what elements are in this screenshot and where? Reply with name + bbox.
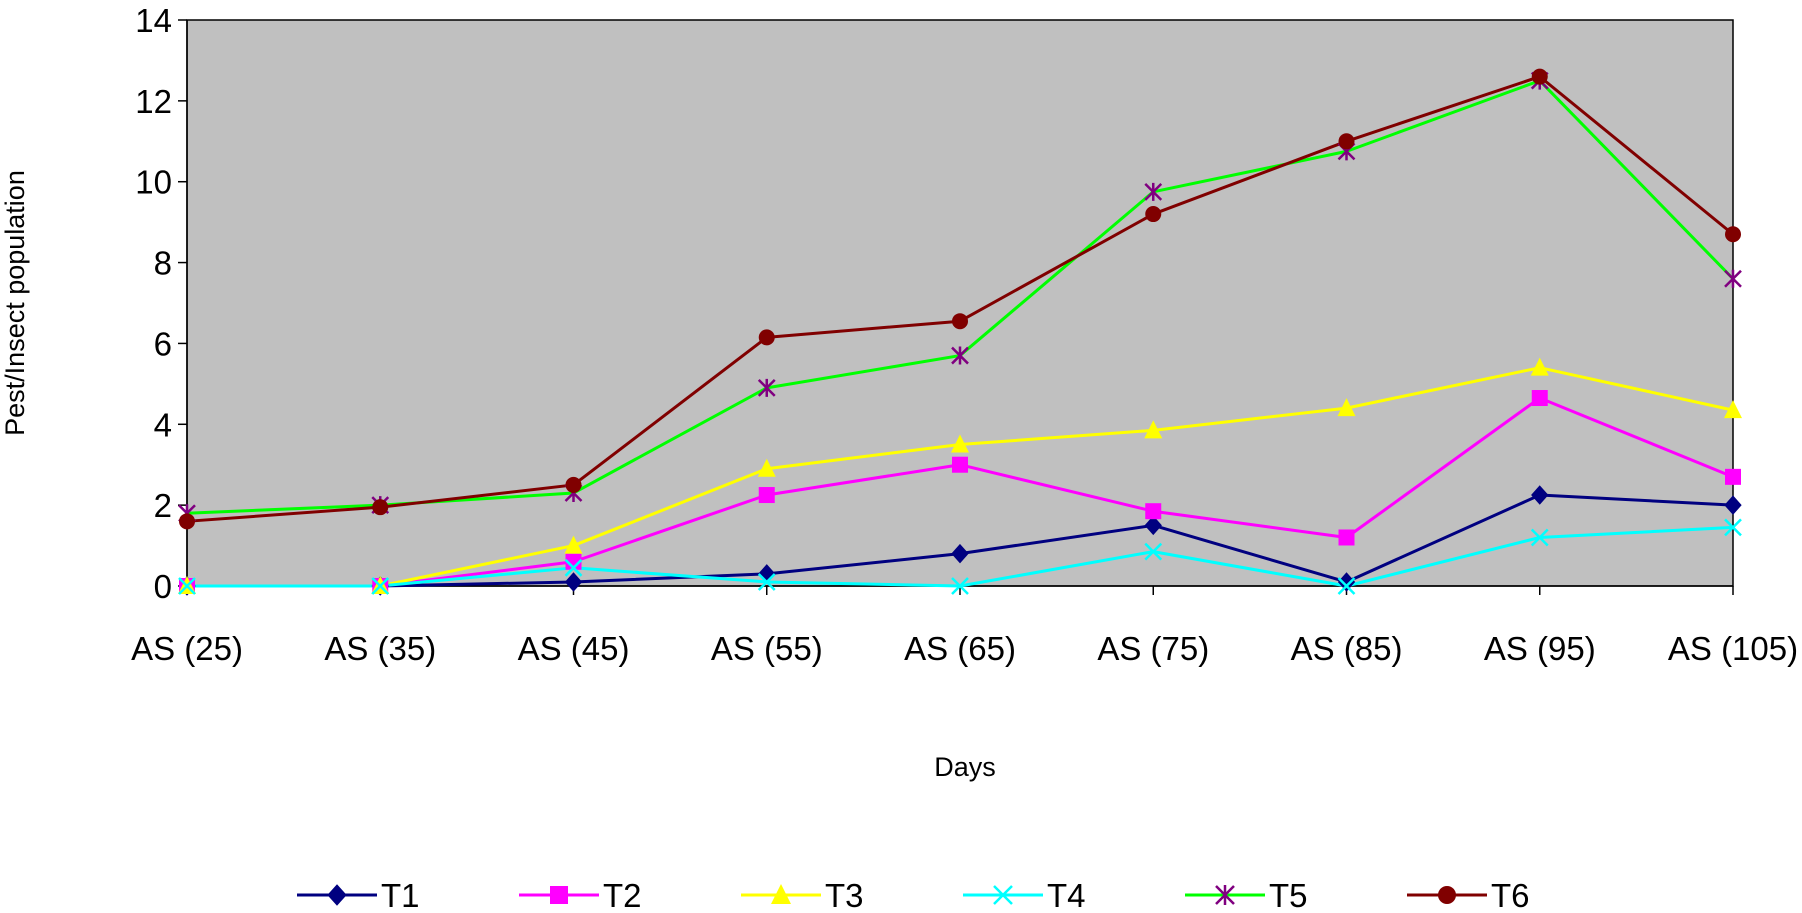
data-point bbox=[178, 577, 196, 595]
data-point bbox=[771, 884, 791, 904]
data-point bbox=[1145, 206, 1162, 223]
legend-item-t3: T3 bbox=[741, 877, 864, 913]
data-point bbox=[1724, 495, 1742, 515]
x-tick-label: AS (65) bbox=[904, 630, 1016, 667]
y-axis-title: Pest/Insect population bbox=[0, 170, 30, 436]
data-point bbox=[1530, 357, 1549, 376]
x-tick-label: AS (105) bbox=[1668, 630, 1798, 667]
data-point bbox=[564, 572, 583, 592]
y-tick-label: 2 bbox=[154, 487, 172, 524]
y-tick-label: 12 bbox=[135, 83, 172, 120]
data-point bbox=[1724, 269, 1742, 288]
data-point bbox=[1531, 68, 1548, 85]
data-point bbox=[952, 313, 968, 330]
legend-label: T6 bbox=[1491, 877, 1530, 913]
data-point bbox=[757, 573, 776, 591]
legend-label: T5 bbox=[1269, 877, 1308, 913]
data-point bbox=[371, 577, 390, 595]
data-point bbox=[1145, 503, 1162, 520]
legend-item-t6: T6 bbox=[1407, 877, 1530, 913]
y-tick-label: 8 bbox=[154, 245, 172, 282]
data-point bbox=[1531, 390, 1548, 407]
data-point bbox=[564, 535, 583, 554]
legend: T1 T2 T3 T4 T5 T6 bbox=[297, 877, 1530, 913]
y-tick-label: 6 bbox=[154, 325, 172, 362]
data-point bbox=[1144, 182, 1163, 201]
x-tick-label: AS (35) bbox=[324, 630, 436, 667]
legend-label: T2 bbox=[603, 877, 642, 913]
data-point bbox=[1530, 528, 1549, 547]
legend-label: T1 bbox=[381, 877, 420, 913]
data-point bbox=[565, 476, 582, 493]
data-point bbox=[1725, 468, 1741, 485]
data-point bbox=[550, 886, 568, 904]
data-point bbox=[372, 499, 389, 516]
data-point bbox=[993, 885, 1013, 905]
legend-label: T3 bbox=[825, 877, 864, 913]
x-tick-label: AS (85) bbox=[1291, 630, 1403, 667]
data-point bbox=[951, 434, 969, 453]
data-point bbox=[1215, 885, 1235, 905]
x-tick-label: AS (45) bbox=[518, 630, 630, 667]
data-point bbox=[1144, 420, 1163, 439]
data-point bbox=[1337, 577, 1356, 595]
data-point bbox=[1531, 485, 1549, 505]
data-point bbox=[1725, 226, 1741, 243]
legend-label: T4 bbox=[1047, 877, 1086, 913]
data-point bbox=[758, 329, 775, 346]
legend-item-t5: T5 bbox=[1185, 877, 1308, 913]
data-point bbox=[564, 558, 583, 577]
legend-item-t4: T4 bbox=[963, 877, 1086, 913]
x-axis-title: Days bbox=[934, 752, 996, 782]
plot-area bbox=[186, 19, 1734, 587]
data-point bbox=[1438, 886, 1456, 904]
data-point bbox=[1338, 529, 1355, 546]
data-point bbox=[757, 378, 776, 397]
data-point bbox=[952, 456, 968, 473]
data-point bbox=[565, 553, 582, 570]
y-tick-label: 0 bbox=[154, 568, 172, 605]
data-point bbox=[1144, 542, 1163, 561]
x-tick-label: AS (25) bbox=[131, 630, 243, 667]
y-tick-label: 4 bbox=[154, 406, 172, 443]
data-point bbox=[1337, 398, 1356, 417]
y-tick-label: 14 bbox=[135, 2, 172, 39]
y-axis: 0 2 4 6 8 10 12 14 bbox=[135, 2, 188, 605]
legend-item-t2: T2 bbox=[519, 877, 642, 913]
data-point bbox=[1724, 518, 1742, 537]
legend-item-t1: T1 bbox=[297, 877, 420, 913]
data-point bbox=[951, 543, 969, 564]
x-axis: AS (25) AS (35) AS (45) AS (55) AS (65) AS (7… bbox=[131, 585, 1798, 667]
data-point bbox=[179, 513, 195, 530]
data-point bbox=[1338, 133, 1355, 150]
data-point bbox=[757, 458, 776, 477]
x-tick-label: AS (75) bbox=[1097, 630, 1209, 667]
data-point bbox=[1724, 400, 1742, 419]
data-point bbox=[1144, 515, 1162, 536]
data-point bbox=[758, 487, 775, 504]
x-tick-label: AS (95) bbox=[1484, 630, 1596, 667]
data-point bbox=[327, 884, 347, 906]
x-tick-label: AS (55) bbox=[711, 630, 823, 667]
data-point bbox=[951, 346, 969, 365]
y-tick-label: 10 bbox=[135, 164, 172, 201]
data-point bbox=[951, 577, 969, 595]
series-markers bbox=[178, 68, 1742, 596]
